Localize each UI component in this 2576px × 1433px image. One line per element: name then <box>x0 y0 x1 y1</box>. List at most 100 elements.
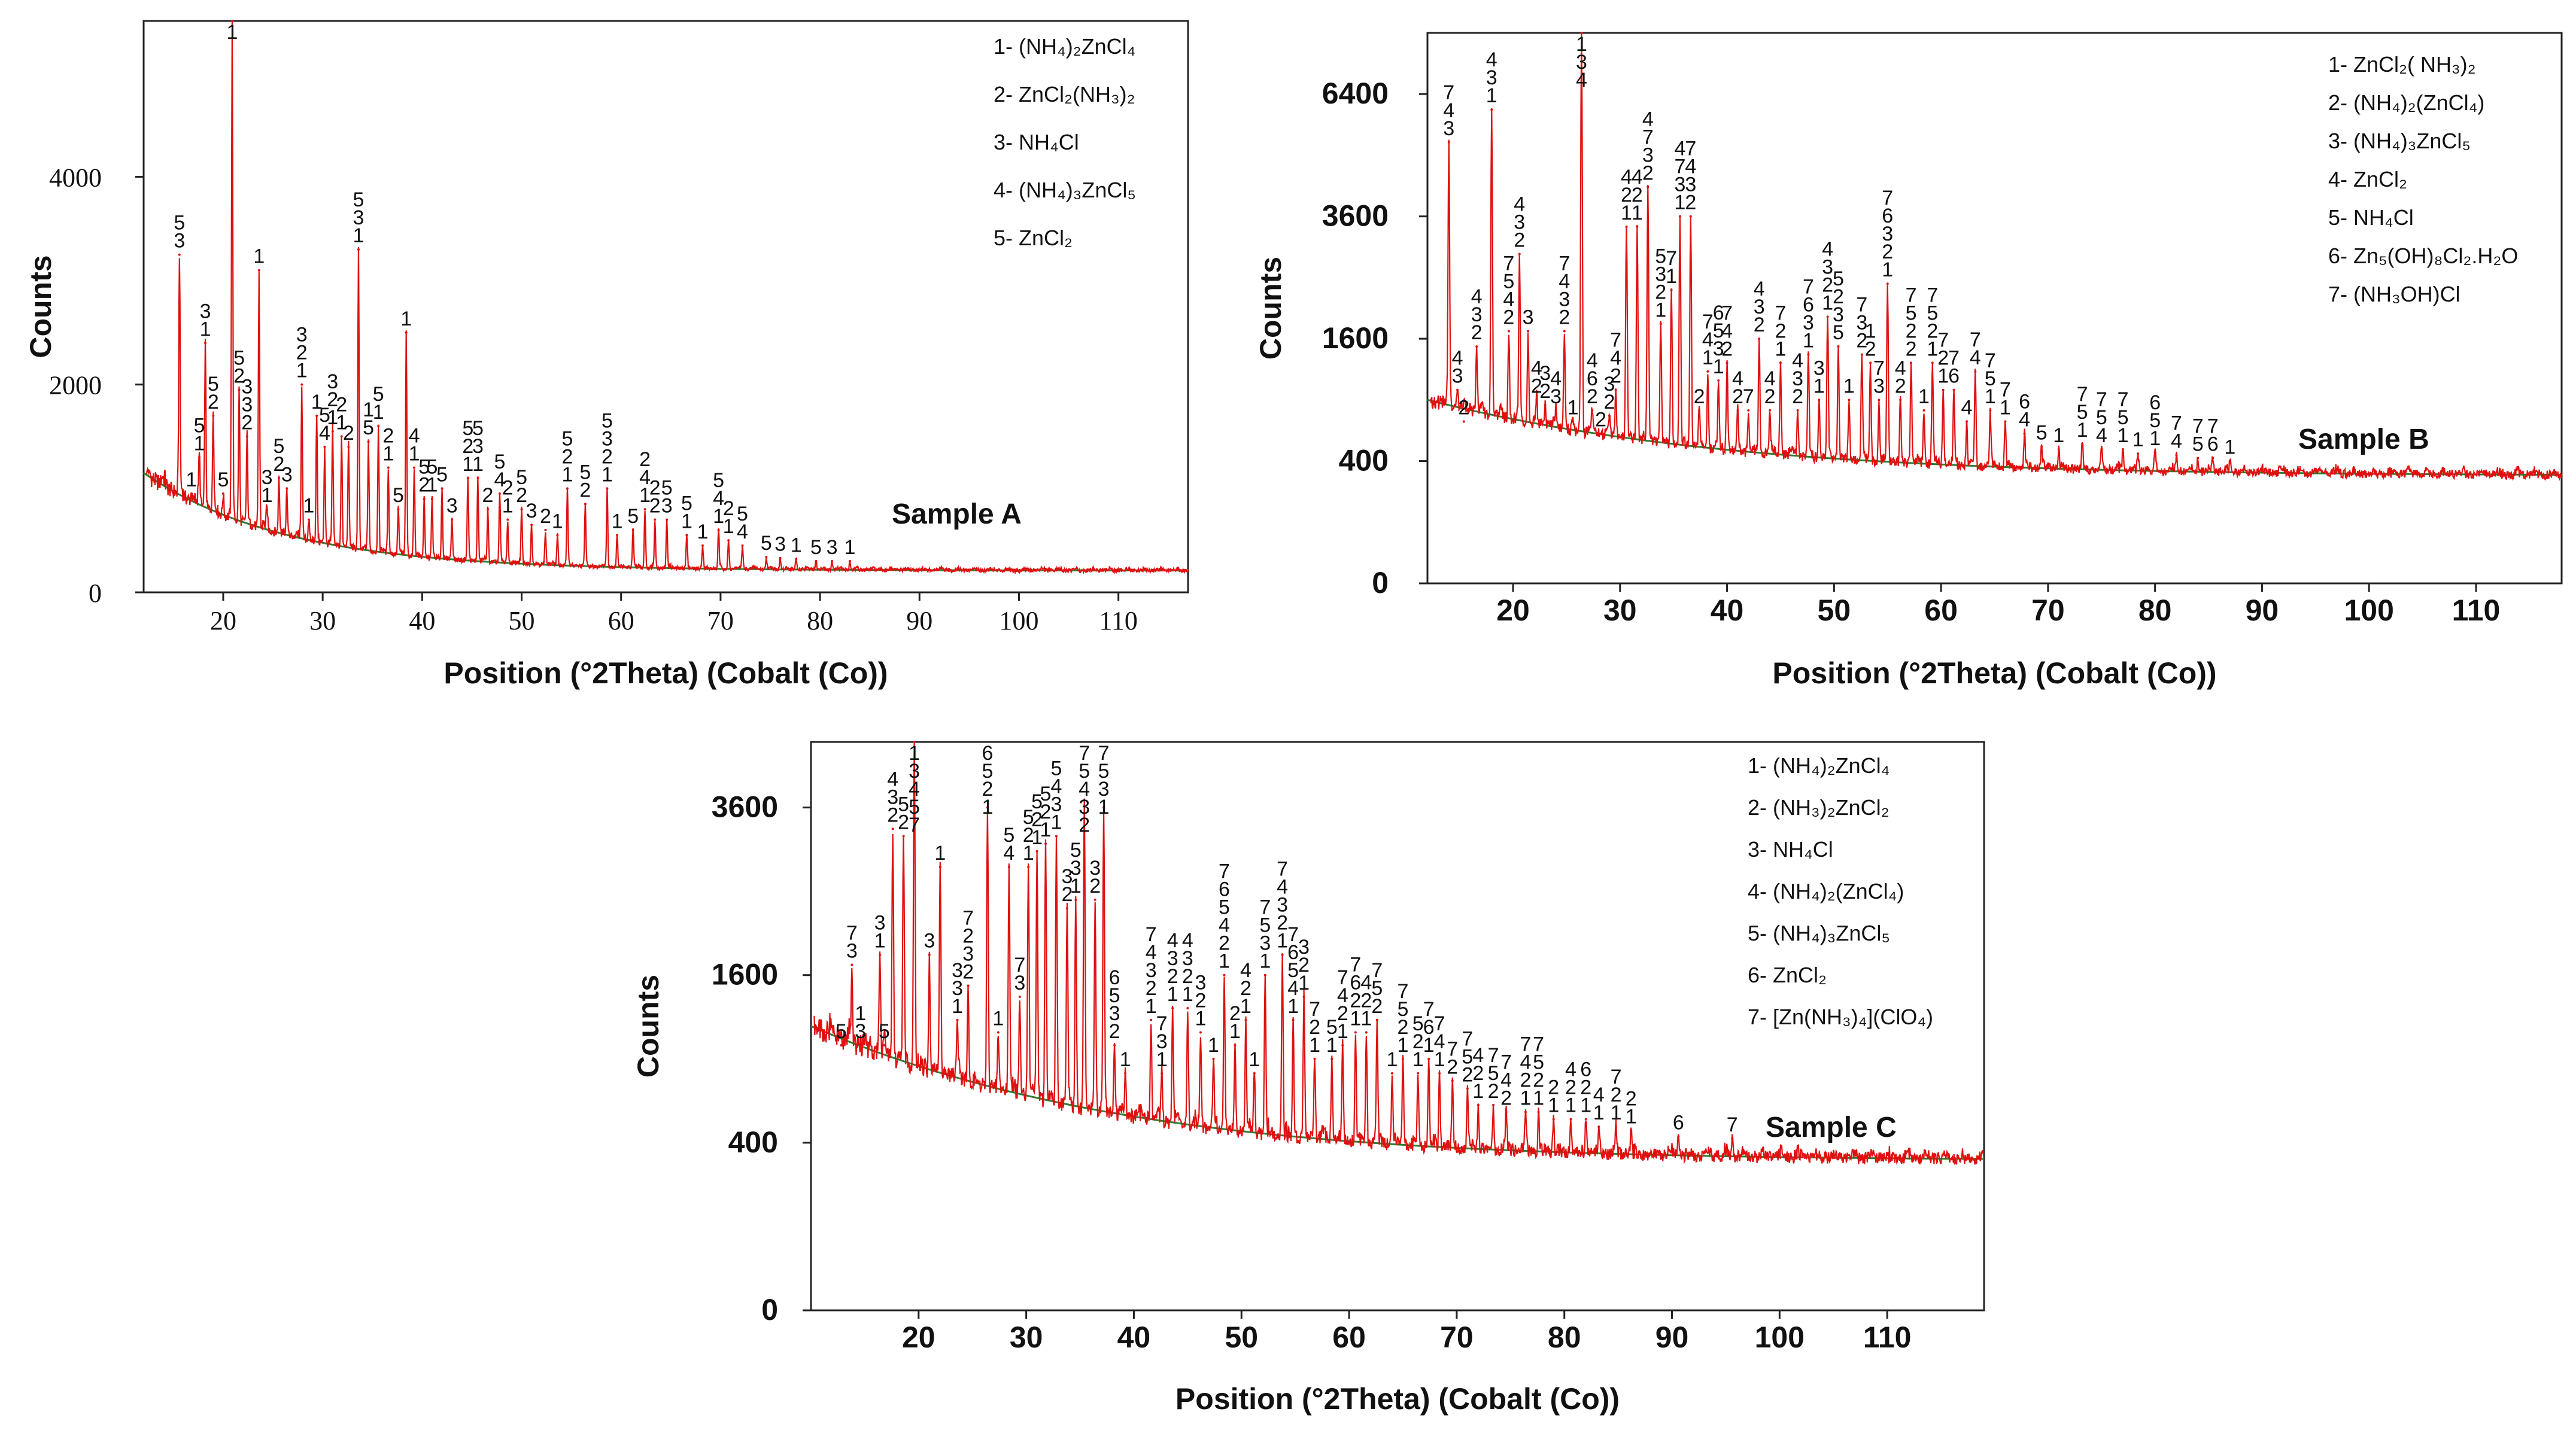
peak-label-line: 4 <box>1486 48 1497 71</box>
peak-label-line: 2 <box>1694 385 1705 408</box>
peak-label-line: 2 <box>1587 385 1598 408</box>
peak-label: 2 <box>1595 409 1606 431</box>
peak-label-line: 1 <box>1229 1020 1241 1043</box>
legend-number: 4- <box>2328 167 2353 191</box>
peak-point <box>1055 835 1058 838</box>
peak-label-line: 2 <box>1371 995 1383 1018</box>
peak-label: 3 <box>924 930 935 953</box>
peak-label-line: 2 <box>382 425 394 448</box>
x-tick-label: 90 <box>1655 1321 1689 1354</box>
peak-point <box>741 544 744 547</box>
peak-label-line: 7 <box>1727 1113 1738 1136</box>
peak-label-line: 3 <box>200 300 211 322</box>
x-tick-label: 50 <box>1225 1321 1258 1354</box>
peak-label-line: 1 <box>1632 202 1643 224</box>
peak-label-line: 4 <box>1754 278 1765 300</box>
peak-label-line: 2 <box>1195 989 1206 1012</box>
legend-entry: 5- NH₄Cl <box>2328 205 2414 230</box>
peak-point <box>913 741 916 743</box>
peak-label-line: 5 <box>909 796 920 819</box>
peak-label-line: 4 <box>1219 914 1230 937</box>
peak-label-line: 5 <box>562 427 573 450</box>
peak-label-line: 5 <box>436 463 448 486</box>
y-tick-label: 6400 <box>1322 77 1389 110</box>
peak-label-line: 2 <box>1471 321 1483 344</box>
peak-point <box>278 477 281 479</box>
peak-label-line: 3 <box>1195 971 1206 994</box>
peak-label-line: 5 <box>1070 839 1082 862</box>
peak-label-line: 3 <box>855 1020 866 1043</box>
peak-point <box>1608 415 1611 418</box>
peak-point <box>1313 1057 1316 1060</box>
peak-point <box>1302 995 1305 998</box>
peak-label-line: 2 <box>1350 989 1361 1012</box>
peak-label-line: 7 <box>1985 349 1996 372</box>
peak-point <box>451 518 454 521</box>
peak-point <box>530 524 533 527</box>
peak-label-line: 7 <box>1350 953 1361 976</box>
legend-number: 2- <box>1748 795 1773 820</box>
peak-label-line: 3 <box>1674 174 1685 196</box>
peak-label-line: 1 <box>1360 1007 1372 1030</box>
peak-label-line: 2 <box>1447 1055 1458 1078</box>
peak-label-line: 3 <box>874 912 886 935</box>
peak-label-line: 1 <box>1051 811 1062 834</box>
sample-label: Sample C <box>1766 1112 1897 1143</box>
peak-label-line: 7 <box>2118 388 2129 411</box>
peak-label-line: 2 <box>1023 824 1034 847</box>
peak-label-line: 2 <box>1462 1063 1473 1086</box>
peak-label: 5 <box>2036 421 2048 444</box>
peak-point <box>1417 1072 1420 1075</box>
peak-point <box>2228 460 2231 463</box>
peak-label-line: 4 <box>1685 156 1696 178</box>
peak-label-line: 7 <box>1098 742 1110 765</box>
peak-label: 1 <box>791 534 802 556</box>
legend-number: 2- <box>2328 90 2353 115</box>
legend-text: (NH₄)₂ZnCl₄ <box>1019 34 1135 59</box>
peak-point <box>1615 1125 1618 1128</box>
peak-label-line: 3 <box>1471 303 1483 326</box>
peak-label-line: 2 <box>1906 320 1917 342</box>
peak-label-line: 4 <box>409 425 420 448</box>
peak-point <box>967 984 970 987</box>
peak-point <box>1427 1057 1430 1060</box>
peak-label-line: 7 <box>1398 980 1409 1003</box>
peak-label-line: 1 <box>1626 1106 1637 1128</box>
legend-text: [Zn(NH₃)₄](ClO₄) <box>1773 1005 1933 1029</box>
peak-label: 5 <box>393 484 404 507</box>
peak-point <box>1490 108 1493 111</box>
peak-label-line: 2 <box>1240 977 1251 1000</box>
legend-number: 5- <box>1748 921 1773 945</box>
plot-frame <box>1426 32 2563 585</box>
peak-label: 2 <box>482 484 494 507</box>
peak-label-line: 5 <box>418 456 430 479</box>
peak-point <box>300 383 303 386</box>
peak-label-line: 1 <box>1240 995 1251 1018</box>
peak-label-line: 7 <box>1970 328 1981 351</box>
peak-point <box>476 477 479 479</box>
peak-label-line: 1 <box>2149 427 2161 450</box>
peak-point <box>1659 322 1662 325</box>
peak-label-line: 4 <box>1500 1069 1512 1092</box>
peak-point <box>1966 420 1969 423</box>
peak-label-line: 5 <box>1079 760 1090 783</box>
peak-label-line: 3 <box>1014 972 1025 994</box>
x-tick-label: 60 <box>608 606 634 635</box>
peak-label-line: 2 <box>1559 306 1570 329</box>
peak-label-line: 7 <box>1775 302 1786 324</box>
